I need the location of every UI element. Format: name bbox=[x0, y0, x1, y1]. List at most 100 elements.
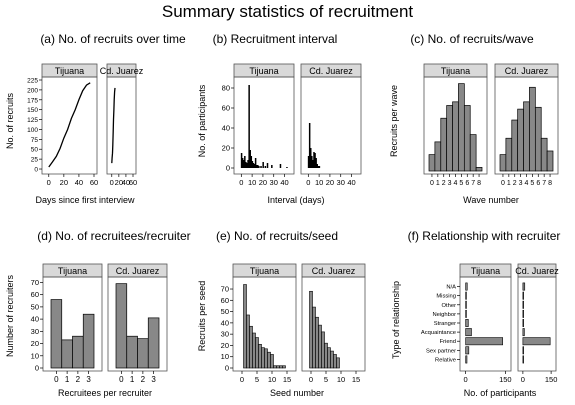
bar bbox=[321, 331, 325, 369]
x-tick-label: 10 bbox=[268, 375, 276, 384]
bar bbox=[440, 117, 448, 172]
series-line-tijuana bbox=[48, 82, 91, 168]
bar bbox=[505, 137, 513, 172]
bar bbox=[246, 163, 248, 168]
series-line-cdjuarez bbox=[111, 87, 116, 164]
bar bbox=[115, 283, 128, 369]
bar bbox=[523, 101, 530, 172]
bar bbox=[271, 165, 273, 168]
bar bbox=[240, 153, 243, 168]
bar bbox=[314, 153, 316, 168]
bar bbox=[257, 165, 259, 168]
x-tick-label: 6 bbox=[465, 180, 469, 187]
panel-frame bbox=[41, 76, 98, 175]
x-tick-label: 0 bbox=[521, 375, 525, 384]
bar bbox=[308, 123, 311, 168]
bar bbox=[252, 332, 256, 369]
panel-frame bbox=[301, 276, 366, 372]
x-tick-label: 6 bbox=[536, 180, 540, 187]
y-tick-label: Neighbor bbox=[432, 312, 456, 318]
y-tick-label: Relative bbox=[435, 357, 456, 363]
bar bbox=[258, 166, 260, 168]
panel-strip-label: Cd. Juarez bbox=[116, 266, 160, 276]
bar bbox=[279, 164, 282, 168]
bar bbox=[279, 365, 283, 369]
panel-e-1: Cd. Juarez bbox=[301, 263, 366, 372]
bar bbox=[276, 365, 280, 369]
bar bbox=[327, 347, 331, 369]
panel-f-0: Tijuana bbox=[459, 263, 512, 372]
y-tick-label: 50 bbox=[221, 307, 229, 316]
y-tick-label: 100 bbox=[27, 127, 38, 134]
x-tick-label: 5 bbox=[324, 375, 328, 384]
panel-e-0: Tijuana bbox=[232, 263, 297, 372]
x-axis-label-a: Days since first interview bbox=[35, 195, 135, 205]
bar bbox=[540, 137, 548, 172]
plots-layer: (a) No. of recruits over time Days since … bbox=[5, 32, 560, 398]
bar bbox=[465, 337, 504, 346]
x-tick-label: 0 bbox=[119, 375, 124, 384]
panel-b-1: Cd. Juarez bbox=[300, 63, 362, 175]
x-tick-label: 0 bbox=[110, 178, 114, 187]
panel-strip-label: Tijuana bbox=[55, 66, 84, 76]
y-tick-label: 20 bbox=[222, 144, 230, 153]
bar bbox=[428, 154, 436, 172]
x-tick-label: 4 bbox=[525, 180, 529, 187]
x-tick-label: 0 bbox=[501, 180, 505, 187]
x-tick-label: 0 bbox=[239, 178, 243, 187]
x-tick-label: 20 bbox=[326, 178, 334, 187]
chart-title-f: (f) Relationship with recruiter bbox=[408, 229, 561, 243]
x-tick-label: 3 bbox=[86, 375, 91, 384]
y-tick-label: 70 bbox=[221, 285, 229, 294]
panel-frame bbox=[300, 76, 362, 175]
x-tick-label: 40 bbox=[280, 178, 288, 187]
bar bbox=[264, 166, 267, 168]
y-axis-label-f: Type of relationship bbox=[391, 281, 401, 359]
x-tick-label: 3 bbox=[151, 375, 156, 384]
y-tick-label: 30 bbox=[31, 327, 39, 336]
y-tick-label: 150 bbox=[27, 107, 38, 114]
bar bbox=[242, 160, 245, 168]
bar bbox=[266, 163, 269, 168]
x-tick-label: 30 bbox=[270, 178, 278, 187]
x-tick-label: 20 bbox=[60, 178, 68, 187]
x-axis-label-d: Recruitees per recruiter bbox=[58, 388, 152, 398]
bar bbox=[245, 162, 247, 168]
y-tick-label: Stranger bbox=[434, 321, 456, 327]
panel-strip-label: Cd. Juarez bbox=[312, 266, 356, 276]
y-tick-label: Missing bbox=[436, 294, 456, 300]
bar bbox=[465, 319, 469, 327]
x-tick-label: 0 bbox=[430, 180, 434, 187]
y-tick-label: 225 bbox=[27, 78, 38, 85]
bar bbox=[463, 105, 471, 172]
bar bbox=[252, 163, 255, 168]
x-axis-label-e: Seed number bbox=[270, 388, 324, 398]
bar bbox=[315, 316, 319, 369]
bar bbox=[522, 300, 524, 309]
y-tick-label: 20 bbox=[31, 339, 39, 348]
panel-strip-label: Tijuana bbox=[249, 66, 278, 76]
y-axis-label-b: No. of participants bbox=[197, 84, 207, 157]
panel-strip-label: Cd. Juarez bbox=[515, 266, 559, 276]
y-tick-label: Acquaintance bbox=[421, 330, 456, 336]
x-tick-label: 4 bbox=[454, 180, 458, 187]
x-tick-label: 7 bbox=[542, 180, 546, 187]
x-tick-label: 30 bbox=[337, 178, 345, 187]
x-tick-label: 0 bbox=[240, 375, 244, 384]
bar bbox=[499, 154, 507, 172]
y-tick-label: 40 bbox=[221, 318, 229, 327]
bar bbox=[458, 83, 465, 172]
bar bbox=[465, 300, 467, 309]
bar bbox=[517, 108, 524, 172]
bar bbox=[243, 284, 247, 369]
bar bbox=[241, 158, 244, 168]
x-tick-label: 10 bbox=[248, 178, 256, 187]
x-tick-label: 0 bbox=[47, 178, 51, 187]
bar bbox=[469, 134, 477, 172]
y-tick-label: 80 bbox=[222, 84, 230, 93]
y-axis-label-a: No. of recruits bbox=[5, 92, 15, 149]
y-axis-label-d: Number of recruiters bbox=[5, 274, 15, 357]
panel-frame bbox=[107, 276, 168, 372]
x-tick-label: 2 bbox=[141, 375, 146, 384]
